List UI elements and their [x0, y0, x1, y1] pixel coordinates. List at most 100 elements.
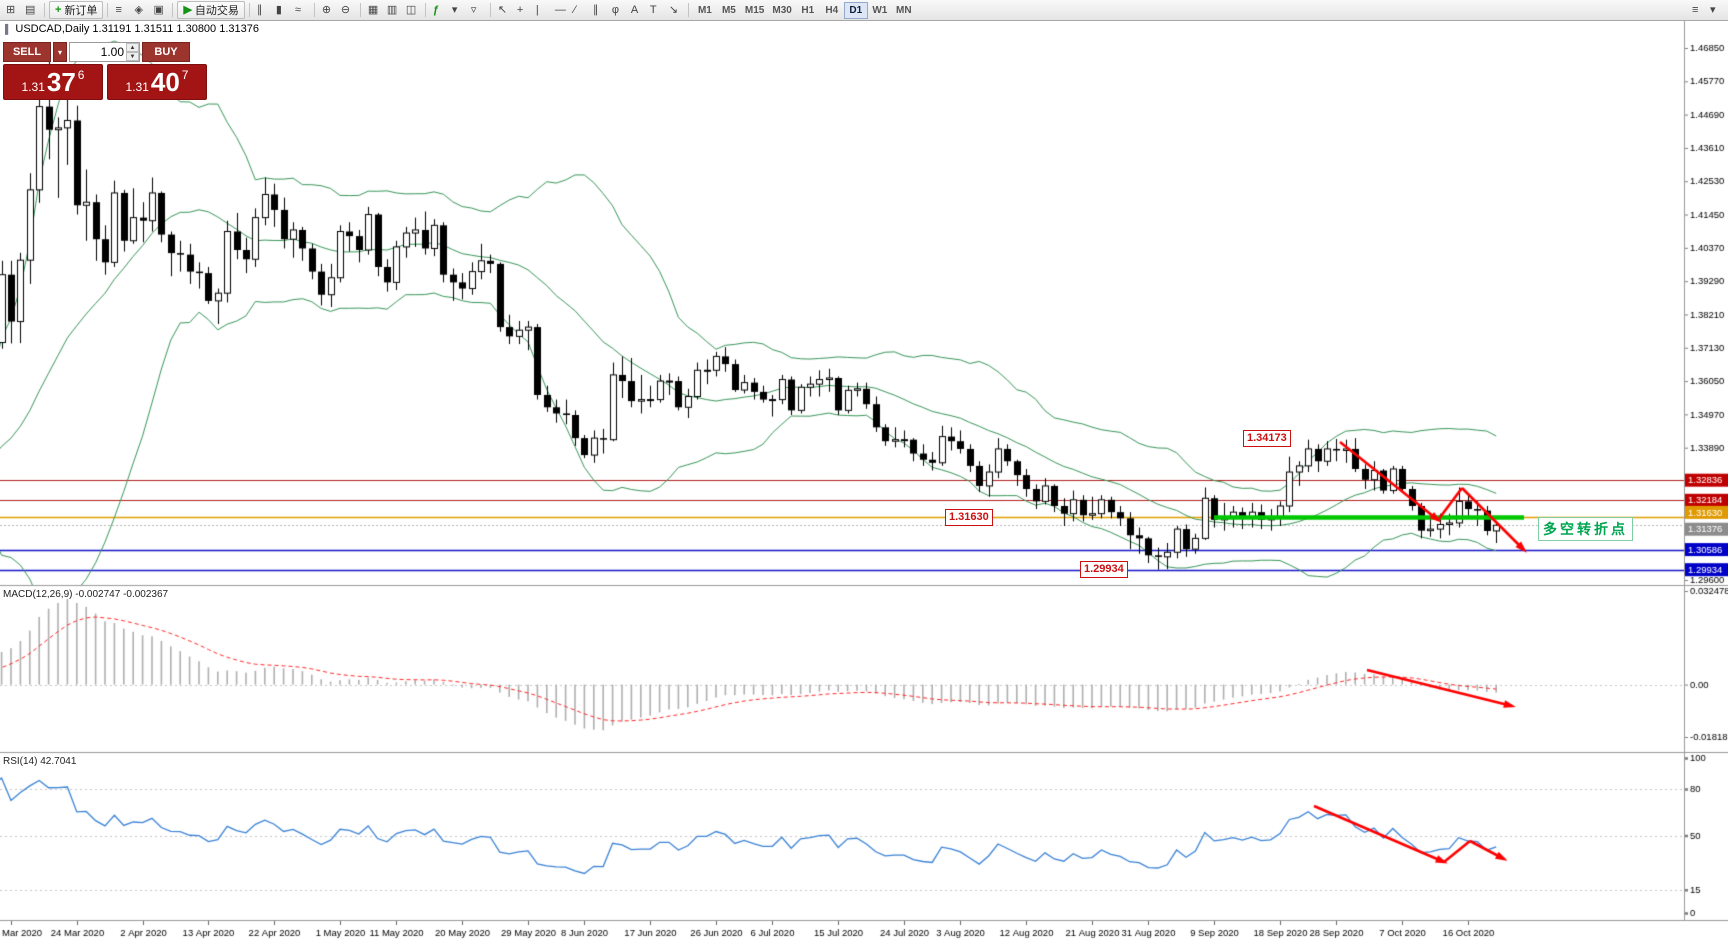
- toolbar-separator: [424, 3, 426, 17]
- more-icon: ▾: [1710, 3, 1716, 16]
- main-toolbar: ⊞ ▤ + 新订单 ≡ ◈ ▣ ▶ 自动交易 ∥ ▮ ≈ ⊕ ⊖ ▦ ▥ ◫ ƒ ▾ ▿ ↖ + | — ∕ ∥ φ A T ↘ M1 M5…: [0, 0, 1728, 21]
- toolbar-left-groups: ⊞ ▤ + 新订单 ≡ ◈ ▣ ▶ 自动交易 ∥ ▮ ≈ ⊕ ⊖ ▦ ▥ ◫ ƒ ▾ ▿ ↖ + | — ∕ ∥ φ A T ↘: [3, 1, 684, 19]
- new-chart-icon: ⊞: [6, 3, 16, 16]
- market-watch-icon: ≡: [115, 3, 122, 16]
- toolbar-right-groups: ≡ ▾: [1689, 1, 1725, 19]
- timeframe-d1-button[interactable]: D1: [843, 1, 868, 19]
- timeframe-w1-button[interactable]: W1: [868, 2, 892, 19]
- candlestick-chart-icon: ▮: [275, 3, 282, 16]
- more-icon[interactable]: ▾: [1707, 1, 1725, 19]
- vertical-line-icon: |: [535, 3, 539, 16]
- tile-windows-icon: ▦: [367, 3, 379, 16]
- horizontal-line-icon[interactable]: —: [552, 1, 570, 19]
- sell-options-caret-icon[interactable]: ▾: [53, 42, 67, 62]
- line-chart-icon[interactable]: ≈: [292, 1, 310, 19]
- price-label-high[interactable]: 1.34173: [1243, 430, 1291, 447]
- zoom-out-icon: ⊖: [340, 3, 351, 16]
- bar-chart-icon: ∥: [256, 3, 263, 16]
- candlestick-chart-icon[interactable]: ▮: [273, 1, 291, 19]
- cursor-icon: ↖: [497, 3, 508, 16]
- timeframe-m5-button[interactable]: M5: [717, 2, 741, 19]
- sell-price-pips: 37: [46, 67, 76, 97]
- toolbar-separator: [172, 3, 174, 17]
- trendline-icon: ∕: [573, 3, 576, 16]
- zoom-in-icon: ⊕: [321, 3, 332, 16]
- new-chart-icon[interactable]: ⊞: [3, 1, 21, 19]
- indicators-list-icon: ▾: [451, 3, 458, 16]
- toolbar-separator: [107, 3, 109, 17]
- vertical-line-icon[interactable]: |: [533, 1, 551, 19]
- navigator-icon: ◈: [134, 3, 143, 16]
- buy-price-button[interactable]: 1.31 40 7: [107, 64, 207, 100]
- timeframe-m30-button[interactable]: M30: [768, 2, 795, 19]
- sell-price-figure: 1.31: [21, 80, 45, 94]
- arrange-windows-icon: ◫: [405, 3, 417, 16]
- channel-icon[interactable]: ∥: [590, 1, 608, 19]
- label-icon: T: [649, 3, 657, 16]
- text-icon[interactable]: A: [628, 1, 646, 19]
- toolbar-separator: [687, 3, 689, 17]
- toolbar-separator: [489, 3, 491, 17]
- bar-chart-icon[interactable]: ∥: [254, 1, 272, 19]
- buy-price-pips: 40: [150, 67, 180, 97]
- arrow-objects-icon[interactable]: ↘: [666, 1, 684, 19]
- volume-spinner: ▲ ▼: [126, 43, 139, 61]
- chart-profiles-icon: ▤: [25, 3, 36, 16]
- market-watch-icon[interactable]: ≡: [112, 1, 130, 19]
- crosshair-icon[interactable]: +: [514, 1, 532, 19]
- text-icon: A: [630, 3, 639, 16]
- navigator-icon[interactable]: ◈: [131, 1, 149, 19]
- timeframe-toolbar: M1 M5 M15 M30 H1 H4 D1 W1 MN: [693, 1, 916, 19]
- buy-button[interactable]: BUY: [142, 42, 190, 62]
- new-order-button-label: 新订单: [64, 5, 98, 17]
- terminal-icon[interactable]: ▣: [150, 1, 168, 19]
- pivot-annotation-text: 多空转折点: [1538, 517, 1633, 541]
- zoom-in-icon[interactable]: ⊕: [319, 1, 337, 19]
- price-label-low[interactable]: 1.29934: [1080, 561, 1128, 578]
- timeframe-h1-button[interactable]: H1: [796, 2, 820, 19]
- toolbar-separator: [313, 3, 315, 17]
- new-order-button[interactable]: + 新订单: [49, 1, 104, 19]
- trendline-icon[interactable]: ∕: [571, 1, 589, 19]
- timeframe-h4-button[interactable]: H4: [820, 2, 844, 19]
- cascade-windows-icon[interactable]: ▥: [384, 1, 402, 19]
- line-chart-icon: ≈: [294, 3, 301, 16]
- chart-profiles-icon[interactable]: ▤: [22, 1, 40, 19]
- sell-button[interactable]: SELL: [3, 42, 51, 62]
- templates-icon[interactable]: ▿: [468, 1, 486, 19]
- indicators-icon: ƒ: [432, 3, 440, 16]
- macd-indicator-label: MACD(12,26,9) -0.002747 -0.002367: [3, 589, 169, 600]
- timeframe-m1-button[interactable]: M1: [693, 2, 717, 19]
- autotrading-button[interactable]: ▶ 自动交易: [177, 1, 245, 19]
- timeframe-mn-button[interactable]: MN: [892, 2, 916, 19]
- chart-title-text: USDCAD,Daily 1.31191 1.31511 1.30800 1.3…: [15, 23, 259, 35]
- cursor-icon[interactable]: ↖: [495, 1, 513, 19]
- indicators-list-icon[interactable]: ▾: [449, 1, 467, 19]
- arrange-windows-icon[interactable]: ◫: [403, 1, 421, 19]
- zoom-out-icon[interactable]: ⊖: [338, 1, 356, 19]
- horizontal-line-icon: —: [554, 3, 566, 16]
- toolbar-separator: [359, 3, 361, 17]
- volume-control: ▲ ▼: [69, 42, 140, 62]
- indicators-icon[interactable]: ƒ: [430, 1, 448, 19]
- volume-down-icon[interactable]: ▼: [126, 52, 139, 61]
- label-icon[interactable]: T: [647, 1, 665, 19]
- buy-price-figure: 1.31: [125, 80, 149, 94]
- volume-up-icon[interactable]: ▲: [126, 43, 139, 52]
- crosshair-icon: +: [516, 3, 524, 16]
- fibonacci-icon[interactable]: φ: [609, 1, 627, 19]
- new-order-icon: +: [55, 3, 62, 16]
- menu-icon[interactable]: ≡: [1689, 1, 1707, 19]
- toolbar-separator: [44, 3, 45, 17]
- sell-price-button[interactable]: 1.31 37 6: [3, 64, 103, 100]
- buy-price-point: 7: [181, 68, 189, 82]
- price-label-pivot[interactable]: 1.31630: [945, 509, 993, 526]
- channel-icon: ∥: [592, 3, 599, 16]
- timeframe-m15-button[interactable]: M15: [741, 2, 768, 19]
- fibonacci-icon: φ: [611, 3, 620, 16]
- volume-input[interactable]: [70, 43, 126, 61]
- cascade-windows-icon: ▥: [386, 3, 398, 16]
- tile-windows-icon[interactable]: ▦: [365, 1, 383, 19]
